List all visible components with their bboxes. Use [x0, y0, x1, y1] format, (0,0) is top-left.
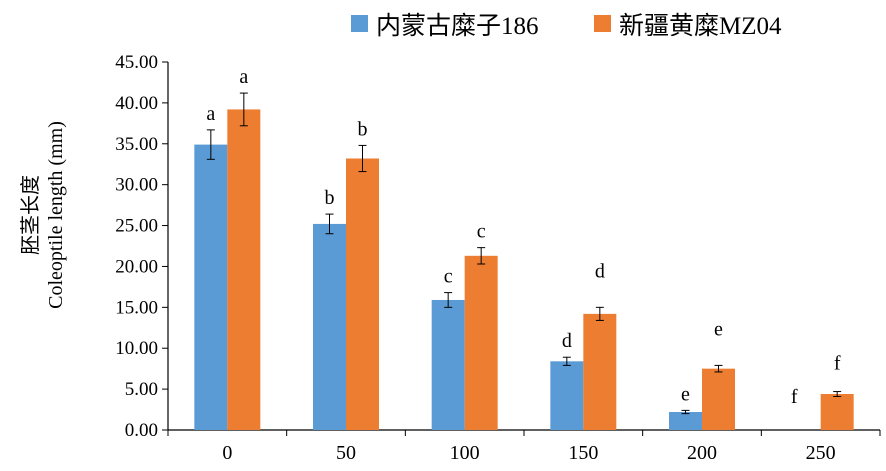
legend: 内蒙古糜子186 新疆黄糜MZ04 — [351, 12, 782, 40]
x-tick-label: 0 — [222, 442, 232, 464]
significance-label-series-2: e — [714, 318, 723, 340]
y-tick-label: 30.00 — [115, 175, 158, 196]
y-tick-label: 10.00 — [115, 338, 158, 359]
bar-series-2 — [583, 313, 617, 430]
x-tick-label: 200 — [687, 442, 717, 464]
y-tick-label: 40.00 — [115, 93, 158, 114]
x-tick-label: 50 — [336, 442, 356, 464]
significance-label-series-2: d — [595, 260, 605, 282]
x-axis: 0 50 100 150 200 250 — [167, 429, 881, 464]
bar-series-2 — [820, 394, 854, 430]
significance-label-series-1: f — [791, 386, 798, 408]
bar-series-2 — [464, 255, 498, 430]
significance-label-series-1: a — [206, 103, 215, 125]
bars: a a b b c c d d e e f f — [194, 66, 854, 430]
y-axis: 0.00 5.00 10.00 15.00 20.00 25.00 30.00 35.00 40… — [115, 52, 169, 441]
legend-label-series-2: 新疆黄糜MZ04 — [619, 12, 782, 40]
bar-series-1 — [194, 144, 228, 430]
y-axis-title-english: Coleoptile length (mm) — [45, 121, 67, 309]
y-tick-label: 20.00 — [115, 256, 158, 277]
legend-swatch-series-1 — [351, 15, 368, 32]
y-tick-label: 15.00 — [115, 297, 158, 318]
bar-series-1 — [669, 412, 702, 430]
significance-label-series-1: c — [444, 266, 453, 288]
y-tick-label: 5.00 — [125, 379, 158, 400]
bar-series-2 — [702, 368, 735, 430]
x-tick-label: 150 — [568, 442, 598, 464]
significance-label-series-1: d — [562, 330, 572, 352]
significance-label-series-2: c — [477, 221, 486, 243]
bar-series-2 — [227, 109, 261, 430]
y-tick-label: 0.00 — [125, 420, 158, 441]
legend-label-series-1: 内蒙古糜子186 — [376, 12, 539, 40]
y-tick-label: 25.00 — [115, 216, 158, 237]
y-tick-label: 45.00 — [115, 52, 158, 73]
bar-series-1 — [313, 223, 346, 430]
y-tick-label: 35.00 — [115, 134, 158, 155]
significance-label-series-2: a — [239, 66, 248, 88]
bar-series-1 — [550, 361, 584, 430]
significance-label-series-2: b — [358, 118, 368, 140]
bar-series-1 — [431, 299, 465, 430]
x-tick-label: 250 — [806, 442, 836, 464]
significance-label-series-1: b — [325, 187, 335, 209]
x-tick-label: 100 — [450, 442, 480, 464]
significance-label-series-1: e — [681, 383, 690, 405]
significance-label-series-2: f — [834, 353, 841, 375]
y-axis-title-chinese: 胚茎长度 — [19, 175, 42, 255]
y-axis-title: 胚茎长度 Coleoptile length (mm) — [19, 121, 67, 309]
bar-series-2 — [346, 158, 379, 430]
legend-swatch-series-2 — [594, 15, 611, 32]
